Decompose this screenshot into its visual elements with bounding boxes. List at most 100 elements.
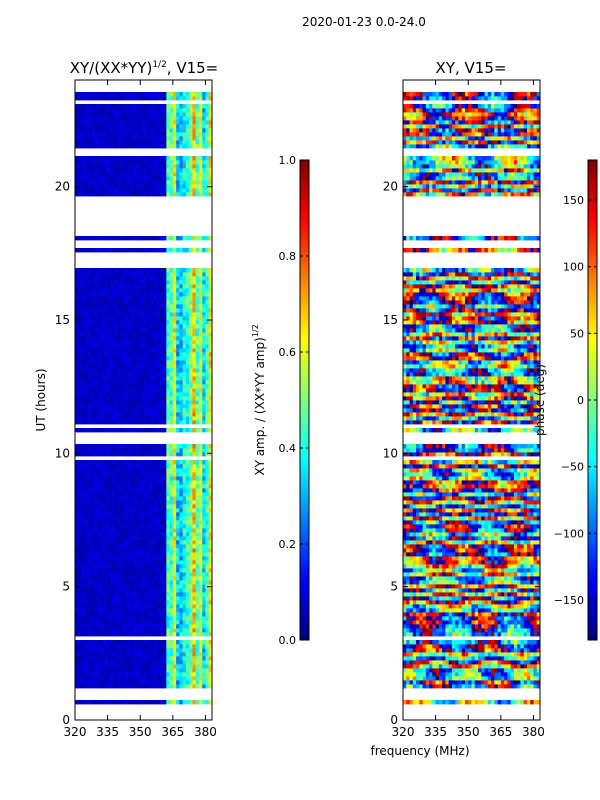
heatmap-cell [166, 272, 170, 277]
heatmap-cell [88, 276, 92, 281]
heatmap-cell [88, 352, 92, 357]
heatmap-cell [169, 480, 174, 485]
heatmap-cell [123, 132, 128, 137]
heatmap-cell [185, 484, 190, 489]
heatmap-cell [97, 512, 102, 517]
heatmap-cell [208, 192, 212, 197]
heatmap-cell [192, 512, 197, 517]
heatmap-cell [140, 528, 144, 533]
heatmap-cell [179, 296, 184, 301]
heatmap-cell [84, 592, 89, 597]
heatmap-cell [130, 376, 135, 381]
heatmap-cell [81, 508, 86, 513]
heatmap-cell [101, 640, 105, 645]
heatmap-cell [114, 144, 118, 149]
heatmap-cell [81, 304, 86, 309]
heatmap-cell [150, 316, 154, 321]
heatmap-cell [182, 644, 187, 649]
heatmap-cell [192, 164, 197, 169]
heatmap-cell [130, 504, 135, 509]
heatmap-cell [84, 288, 89, 293]
heatmap-cell [123, 588, 128, 593]
heatmap-cell [146, 460, 151, 465]
heatmap-cell [195, 308, 200, 313]
heatmap-cell [101, 508, 105, 513]
heatmap-cell [75, 332, 79, 337]
heatmap-cell [120, 584, 125, 589]
heatmap-cell [81, 396, 86, 401]
heatmap-cell [185, 420, 190, 425]
heatmap-cell [136, 292, 141, 297]
heatmap-cell [117, 640, 122, 645]
heatmap-cell [205, 300, 210, 305]
heatmap-cell [97, 604, 102, 609]
heatmap-cell [156, 372, 161, 377]
heatmap-cell [136, 192, 141, 197]
heatmap-cell [146, 340, 151, 345]
heatmap-cell [110, 360, 115, 365]
heatmap-cell [198, 392, 203, 397]
heatmap-cell [101, 564, 105, 569]
heatmap-cell [205, 188, 210, 193]
heatmap-cell [91, 288, 95, 293]
heatmap-cell [176, 640, 180, 645]
heatmap-cell [136, 656, 141, 661]
heatmap-cell [156, 668, 161, 673]
heatmap-cell [81, 676, 86, 681]
heatmap-cell [169, 560, 174, 565]
heatmap-cell [192, 388, 197, 393]
heatmap-cell [146, 132, 151, 137]
heatmap-cell [123, 144, 128, 149]
heatmap-cell [133, 488, 138, 493]
heatmap-cell [110, 128, 115, 133]
heatmap-cell [176, 272, 180, 277]
heatmap-cell [140, 356, 144, 361]
heatmap-cell [104, 580, 109, 585]
heatmap-cell [123, 468, 128, 473]
heatmap-cell [127, 304, 131, 309]
heatmap-cell [146, 640, 151, 645]
heatmap-cell [146, 396, 151, 401]
heatmap-cell [172, 300, 177, 305]
heatmap-cell [176, 284, 180, 289]
heatmap-cell [146, 672, 151, 677]
heatmap-cell [120, 444, 125, 449]
heatmap-cell [81, 684, 86, 689]
heatmap-cell [123, 472, 128, 477]
heatmap-cell [88, 492, 92, 497]
heatmap-cell [150, 680, 154, 685]
heatmap-cell [192, 608, 197, 613]
heatmap-cell [133, 656, 138, 661]
heatmap-cell [133, 164, 138, 169]
heatmap-cell [198, 296, 203, 301]
heatmap-cell [123, 540, 128, 545]
heatmap-cell [205, 576, 210, 581]
heatmap-cell [97, 664, 102, 669]
heatmap-cell [91, 340, 95, 345]
heatmap-cell [133, 288, 138, 293]
heatmap-cell [91, 568, 95, 573]
heatmap-cell [104, 480, 109, 485]
heatmap-cell [172, 292, 177, 297]
heatmap-cell [123, 368, 128, 373]
heatmap-cell [140, 176, 144, 181]
heatmap-cell [110, 268, 115, 273]
heatmap-cell [94, 576, 99, 581]
heatmap-cell [123, 504, 128, 509]
heatmap-cell [150, 552, 154, 557]
heatmap-cell [136, 524, 141, 529]
heatmap-cell [179, 408, 184, 413]
heatmap-cell [176, 336, 180, 341]
heatmap-cell [176, 592, 180, 597]
heatmap-cell [159, 548, 164, 553]
heatmap-cell [133, 464, 138, 469]
heatmap-cell [84, 400, 89, 405]
heatmap-cell [136, 404, 141, 409]
heatmap-cell [114, 612, 118, 617]
heatmap-cell [192, 400, 197, 405]
heatmap-cell [133, 572, 138, 577]
heatmap-cell [130, 484, 135, 489]
heatmap-cell [189, 656, 193, 661]
heatmap-cell [150, 164, 154, 169]
heatmap-cell [127, 128, 131, 133]
